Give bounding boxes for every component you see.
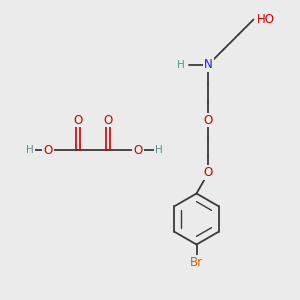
Text: O: O <box>103 113 112 127</box>
Text: O: O <box>134 143 142 157</box>
Text: H: H <box>26 145 34 155</box>
Text: H: H <box>177 59 184 70</box>
Text: Br: Br <box>190 256 203 269</box>
Text: N: N <box>204 58 213 71</box>
Text: H: H <box>155 145 163 155</box>
Text: O: O <box>74 113 82 127</box>
Text: O: O <box>44 143 52 157</box>
Text: HO: HO <box>256 13 274 26</box>
Text: O: O <box>204 113 213 127</box>
Text: O: O <box>204 166 213 179</box>
